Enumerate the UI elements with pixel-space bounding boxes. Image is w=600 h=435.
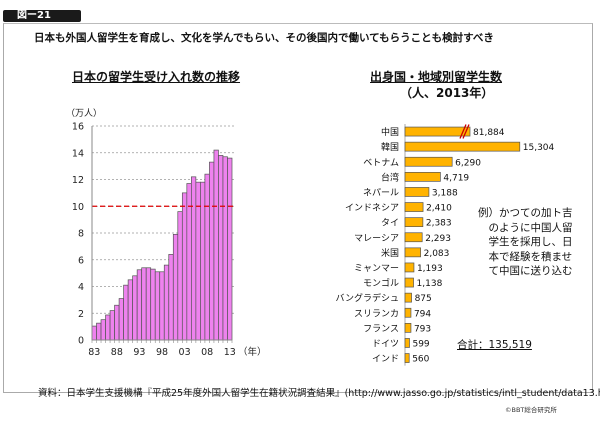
hbar-米国	[404, 247, 421, 258]
hbar-モンゴル	[404, 277, 414, 288]
category-label: インドネシア	[345, 203, 399, 214]
y-tick-label: 10	[72, 202, 84, 213]
hbar-バングラデシュ	[404, 292, 412, 303]
value-label: 794	[414, 309, 431, 319]
value-label: 875	[415, 294, 432, 304]
hbar-ドイツ	[404, 338, 410, 348]
y-tick-label: 4	[78, 282, 84, 293]
category-label: ドイツ	[372, 339, 399, 349]
y-tick-label: 8	[78, 229, 84, 240]
category-label: マレーシア	[354, 234, 399, 244]
hbar-インドネシア	[404, 202, 424, 212]
hbar-タイ	[404, 217, 424, 227]
left-chart-y-unit: （万人）	[66, 109, 103, 119]
hbar-韓国	[404, 141, 521, 152]
category-label: フランス	[363, 323, 399, 334]
value-label: 6,290	[455, 158, 481, 168]
hbar-インド	[404, 353, 410, 363]
annotation-note: 例）かつての加ト吉 のように中国人留 学生を採用し、日 本で経験を積ませ て中国…	[478, 207, 573, 277]
headline: 日本も外国人留学生を育成し、文化を学んでもらい、その後国内で働いてもらうことも検…	[34, 32, 494, 44]
category-label: ネパール	[363, 187, 399, 198]
source-citation: 資料：日本学生支援機構『平成25年度外国人留学生在籍状況調査結果』(http:/…	[38, 388, 600, 399]
x-tick-label: 13	[224, 347, 236, 358]
category-label: 米国	[381, 247, 399, 259]
y-tick-label: 2	[78, 309, 84, 320]
x-tick-label: 93	[133, 347, 145, 358]
y-tick-label: 12	[72, 175, 84, 186]
category-label: ミャンマー	[354, 264, 399, 274]
value-label: 2,083	[424, 249, 450, 259]
right-chart-title: 出身国・地域別留学生数	[370, 70, 503, 84]
axis-break-mark	[462, 124, 470, 139]
right-chart-subtitle: （人、2013年）	[400, 86, 494, 100]
category-label: モンゴル	[363, 277, 399, 289]
value-label: 81,884	[473, 128, 505, 138]
hbar-フランス	[404, 323, 412, 333]
value-label: 3,188	[432, 188, 458, 198]
x-tick-label: 98	[156, 347, 168, 358]
category-label: ベトナム	[363, 157, 399, 168]
category-label: バングラデシュ	[336, 292, 399, 304]
x-tick-label: 83	[88, 347, 100, 358]
total-label: 合計：135,519	[457, 339, 532, 351]
y-tick-label: 0	[78, 336, 84, 347]
value-label: 599	[412, 339, 429, 349]
copyright: ©BBT総合研究所	[505, 406, 557, 414]
hbar-ネパール	[404, 187, 430, 197]
value-label: 2,293	[425, 234, 451, 244]
category-label: 台湾	[381, 171, 399, 183]
axis-break-mark	[459, 124, 467, 139]
hbar-ミャンマー	[404, 262, 415, 273]
y-tick-label: 6	[78, 255, 84, 266]
x-tick-label: 03	[179, 347, 191, 358]
value-label: 1,193	[417, 264, 443, 274]
figure-tag: 図ー21	[3, 10, 81, 22]
category-label: タイ	[381, 218, 399, 229]
figure-panel	[3, 23, 593, 393]
y-tick-label: 16	[72, 122, 84, 133]
value-label: 2,383	[426, 219, 452, 229]
hbar-ベトナム	[404, 156, 453, 167]
left-chart-title: 日本の留学生受け入れ数の推移	[72, 70, 241, 84]
value-label: 1,138	[417, 279, 443, 289]
hbar-台湾	[404, 172, 441, 182]
value-label: 15,304	[523, 143, 555, 153]
x-axis-unit: （年）	[238, 346, 267, 358]
value-label: 560	[412, 355, 429, 365]
hbar-マレーシア	[404, 232, 423, 243]
category-label: スリランカ	[354, 308, 399, 319]
hbar-スリランカ	[404, 307, 412, 318]
hbar-中国	[404, 126, 471, 137]
value-label: 793	[414, 324, 431, 334]
y-tick-label: 14	[72, 148, 84, 159]
value-label: 4,719	[443, 173, 469, 183]
category-label: 韓国	[381, 142, 399, 153]
category-label: 中国	[381, 126, 399, 138]
x-tick-label: 08	[201, 347, 213, 358]
category-label: インド	[372, 355, 399, 365]
x-tick-label: 88	[111, 347, 123, 358]
value-label: 2,410	[426, 204, 452, 214]
